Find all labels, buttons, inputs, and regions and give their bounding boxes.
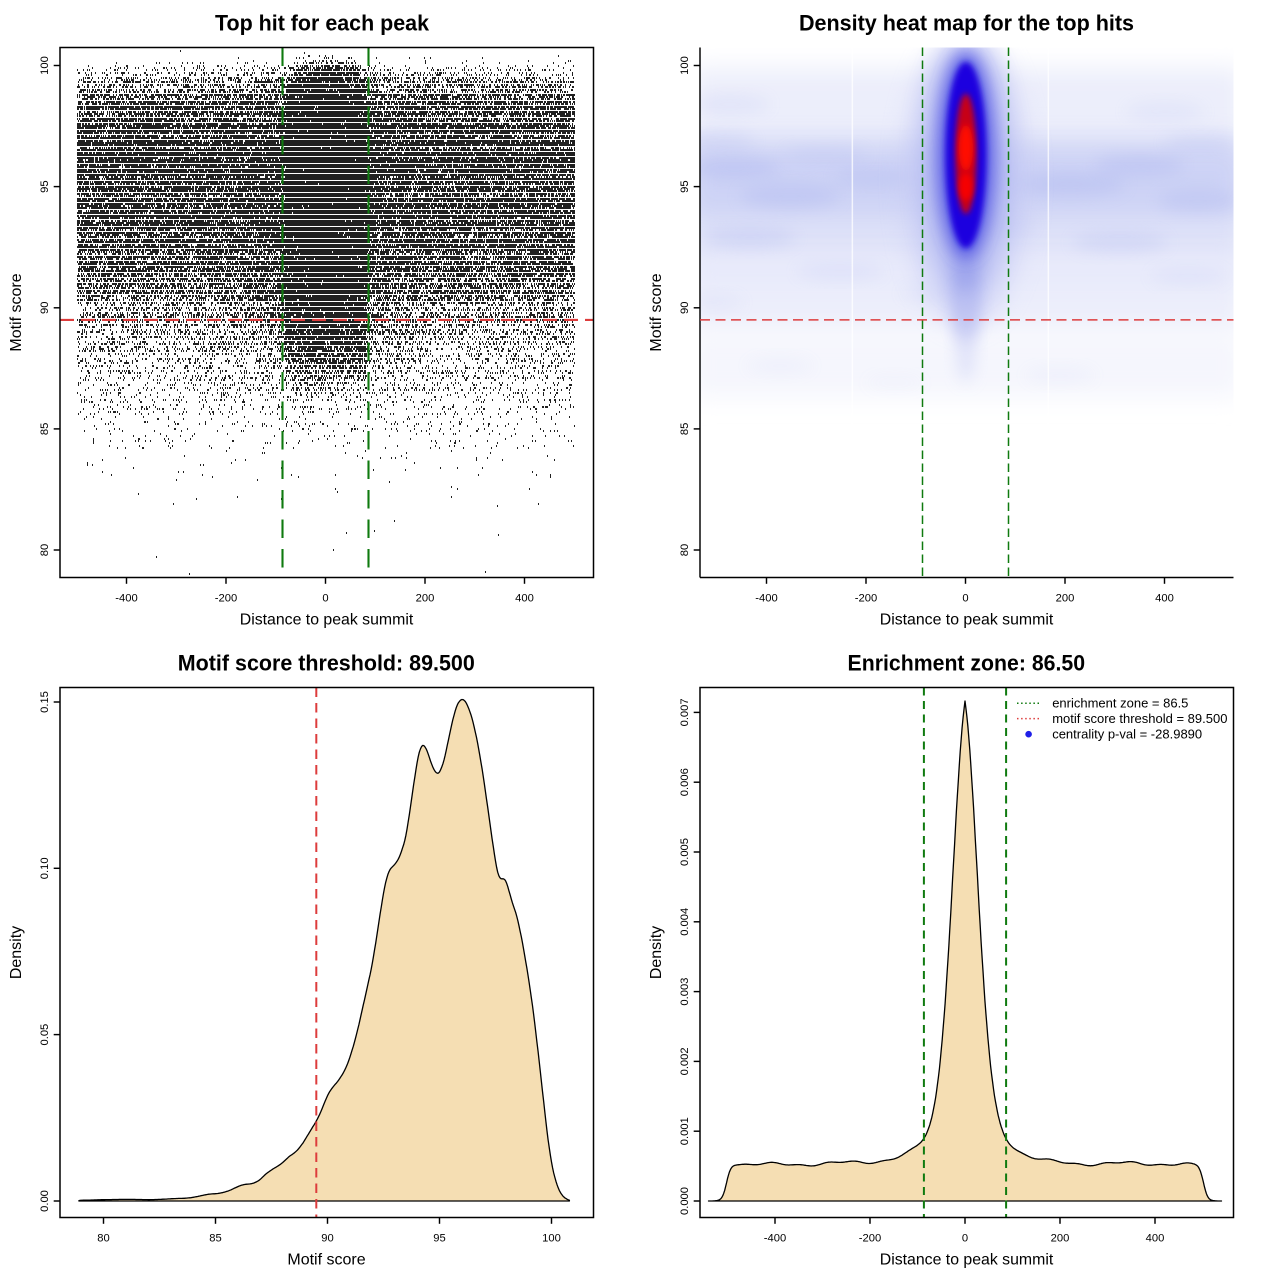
svg-text:95: 95 (39, 180, 51, 192)
svg-text:0.005: 0.005 (679, 838, 691, 866)
svg-text:0: 0 (322, 593, 328, 605)
svg-text:80: 80 (39, 544, 51, 556)
svg-text:100: 100 (542, 1233, 561, 1245)
svg-text:Distance to peak summit: Distance to peak summit (880, 1252, 1054, 1269)
svg-text:Motif score threshold: 89.500: Motif score threshold: 89.500 (178, 651, 475, 676)
svg-text:90: 90 (39, 302, 51, 314)
svg-text:0.003: 0.003 (679, 978, 691, 1006)
svg-text:100: 100 (679, 56, 691, 75)
svg-text:95: 95 (679, 180, 691, 192)
svg-text:-400: -400 (764, 1233, 786, 1245)
svg-text:200: 200 (416, 593, 435, 605)
svg-text:85: 85 (39, 423, 51, 435)
svg-text:enrichment zone = 86.5: enrichment zone = 86.5 (1052, 696, 1188, 711)
svg-text:Density: Density (8, 926, 25, 979)
svg-text:0.006: 0.006 (679, 768, 691, 796)
svg-text:Motif score: Motif score (8, 273, 25, 351)
svg-text:0: 0 (962, 1233, 968, 1245)
svg-text:95: 95 (433, 1233, 445, 1245)
svg-text:0.001: 0.001 (679, 1117, 691, 1145)
svg-text:Top hit for each peak: Top hit for each peak (215, 11, 430, 36)
svg-text:90: 90 (679, 302, 691, 314)
svg-text:Distance to peak summit: Distance to peak summit (240, 612, 414, 629)
svg-text:0.10: 0.10 (39, 857, 51, 879)
svg-text:-200: -200 (855, 593, 877, 605)
svg-text:0: 0 (962, 593, 968, 605)
svg-text:400: 400 (1146, 1233, 1165, 1245)
svg-text:0.002: 0.002 (679, 1047, 691, 1075)
svg-text:-400: -400 (755, 593, 777, 605)
svg-text:85: 85 (209, 1233, 221, 1245)
svg-text:Density heat map for the top h: Density heat map for the top hits (799, 11, 1134, 36)
svg-text:200: 200 (1056, 593, 1075, 605)
svg-text:-200: -200 (215, 593, 237, 605)
svg-text:Density: Density (648, 926, 665, 979)
svg-text:200: 200 (1051, 1233, 1070, 1245)
svg-text:80: 80 (679, 544, 691, 556)
svg-text:400: 400 (1155, 593, 1174, 605)
svg-text:Enrichment zone: 86.50: Enrichment zone: 86.50 (848, 651, 1086, 676)
svg-text:centrality p-val = -28.9890: centrality p-val = -28.9890 (1052, 726, 1202, 741)
svg-text:-200: -200 (859, 1233, 881, 1245)
svg-text:80: 80 (97, 1233, 109, 1245)
svg-text:0.15: 0.15 (39, 691, 51, 713)
svg-text:400: 400 (515, 593, 534, 605)
svg-text:motif score threshold = 89.500: motif score threshold = 89.500 (1052, 711, 1227, 726)
svg-text:Distance to peak summit: Distance to peak summit (880, 612, 1054, 629)
svg-text:0.05: 0.05 (39, 1024, 51, 1046)
svg-text:-400: -400 (115, 593, 137, 605)
svg-text:0.007: 0.007 (679, 698, 691, 726)
svg-text:Motif score: Motif score (648, 273, 665, 351)
svg-text:0.004: 0.004 (679, 908, 691, 936)
svg-text:0.00: 0.00 (39, 1190, 51, 1212)
svg-text:85: 85 (679, 423, 691, 435)
svg-text:100: 100 (39, 56, 51, 75)
svg-text:90: 90 (321, 1233, 333, 1245)
svg-text:0.000: 0.000 (679, 1187, 691, 1215)
svg-text:Motif score: Motif score (287, 1252, 365, 1269)
